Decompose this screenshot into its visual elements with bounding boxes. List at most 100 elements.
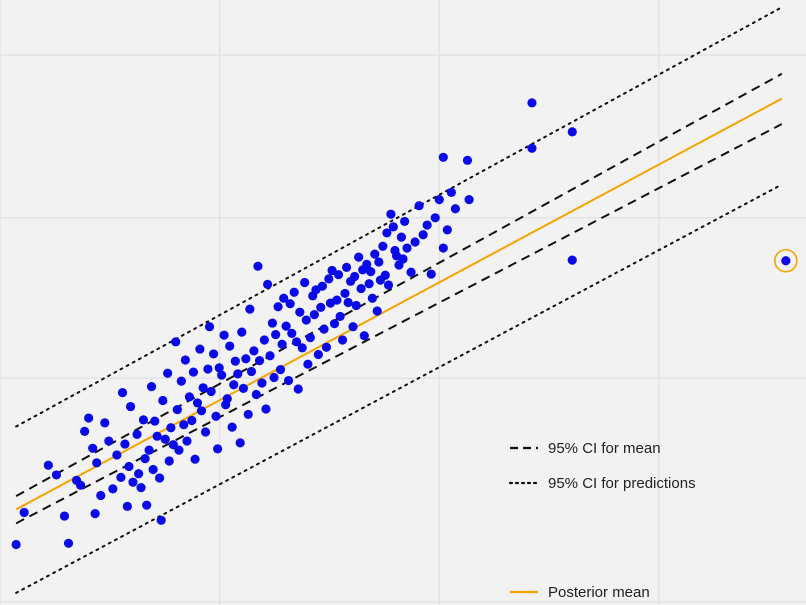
data-point xyxy=(292,337,302,347)
data-point xyxy=(176,376,186,386)
data-point xyxy=(438,152,448,162)
data-point xyxy=(120,439,130,449)
data-point xyxy=(262,279,273,289)
data-point xyxy=(246,366,257,377)
data-point xyxy=(305,332,315,343)
data-point xyxy=(527,98,537,108)
data-point xyxy=(132,429,142,439)
data-point xyxy=(11,539,21,550)
data-point xyxy=(271,329,281,340)
data-point xyxy=(285,299,295,309)
data-point xyxy=(430,213,440,223)
data-point xyxy=(158,395,168,406)
data-point xyxy=(84,413,94,423)
data-point xyxy=(333,270,344,280)
data-point xyxy=(289,287,299,297)
data-point xyxy=(343,297,353,308)
data-point xyxy=(43,460,53,470)
data-point xyxy=(450,204,460,214)
data-point xyxy=(108,484,118,494)
data-point xyxy=(125,401,136,412)
data-point xyxy=(213,444,223,454)
data-point xyxy=(196,406,207,416)
data-point xyxy=(438,243,448,253)
data-point xyxy=(567,255,577,265)
data-point xyxy=(418,230,428,240)
legend-label-posterior-mean: Posterior mean xyxy=(548,584,650,601)
data-point xyxy=(241,354,251,364)
data-point xyxy=(204,322,215,332)
data-point xyxy=(208,349,219,359)
data-point xyxy=(219,330,229,340)
data-point xyxy=(249,346,259,356)
data-point xyxy=(117,388,128,398)
data-point xyxy=(229,380,239,390)
data-point xyxy=(164,456,174,466)
legend-label-ci-mean: 95% CI for mean xyxy=(548,440,661,457)
data-point xyxy=(174,445,184,455)
data-point xyxy=(134,469,144,479)
data-point xyxy=(372,306,382,316)
data-point xyxy=(182,436,192,446)
data-point xyxy=(332,295,342,305)
data-point xyxy=(63,538,74,548)
data-point xyxy=(88,443,98,453)
data-point xyxy=(319,324,329,334)
data-point xyxy=(206,386,216,397)
data-point xyxy=(321,342,332,352)
data-point xyxy=(261,404,271,414)
data-point xyxy=(122,501,132,511)
data-point xyxy=(227,422,237,432)
data-point xyxy=(222,394,232,404)
data-point xyxy=(442,225,452,235)
data-point xyxy=(180,355,190,365)
data-point xyxy=(396,232,406,242)
data-point xyxy=(364,279,374,289)
data-point xyxy=(273,302,283,312)
data-point xyxy=(378,241,388,251)
data-point xyxy=(19,507,29,518)
data-point xyxy=(386,209,396,219)
data-point xyxy=(253,261,263,271)
data-point xyxy=(354,252,364,262)
data-point xyxy=(225,341,235,351)
data-point xyxy=(146,381,157,392)
data-point xyxy=(245,304,255,314)
data-point xyxy=(434,195,444,205)
data-point xyxy=(350,271,360,282)
data-point xyxy=(400,216,410,227)
data-point xyxy=(140,453,150,464)
data-point xyxy=(238,383,249,394)
data-point xyxy=(464,195,474,205)
data-point xyxy=(374,257,384,267)
data-point xyxy=(243,409,253,420)
highlighted-point xyxy=(774,248,798,273)
data-point xyxy=(300,277,310,288)
data-point xyxy=(179,420,189,430)
data-point xyxy=(567,127,577,137)
data-point xyxy=(235,438,245,448)
legend-label-ci-predictions: 95% CI for predictions xyxy=(548,475,696,492)
data-point xyxy=(527,143,537,153)
data-point xyxy=(265,351,275,361)
data-point xyxy=(233,369,243,379)
data-point xyxy=(301,315,311,325)
data-point xyxy=(51,470,62,480)
data-point xyxy=(217,370,227,380)
data-point xyxy=(76,480,86,490)
data-point xyxy=(211,411,221,421)
data-point xyxy=(362,259,372,269)
data-point xyxy=(166,423,176,433)
data-point xyxy=(203,364,213,374)
data-point xyxy=(370,249,380,259)
data-point xyxy=(351,300,361,311)
data-point xyxy=(366,267,376,277)
data-point xyxy=(398,254,408,264)
data-point xyxy=(80,426,90,436)
data-point xyxy=(148,464,158,475)
data-point xyxy=(187,415,197,426)
data-point xyxy=(406,267,416,277)
data-point xyxy=(287,328,297,338)
data-point xyxy=(324,274,334,284)
